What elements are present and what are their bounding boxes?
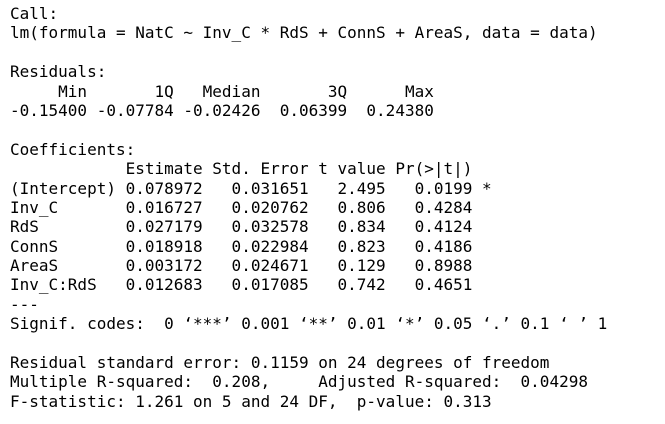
separator-line: --- bbox=[10, 294, 39, 314]
coefficients-header: Coefficients: bbox=[10, 139, 136, 159]
blank-line bbox=[10, 334, 660, 353]
coefficient-row-rds: RdS 0.027179 0.032578 0.834 0.4124 bbox=[10, 217, 492, 237]
coefficient-row-inv-c: Inv_C 0.016727 0.020762 0.806 0.4284 bbox=[10, 197, 492, 217]
coefficient-row-inv-c-rds: Inv_C:RdS 0.012683 0.017085 0.742 0.4651 bbox=[10, 275, 492, 295]
residuals-header: Residuals: bbox=[10, 62, 107, 82]
f-statistic-line: F-statistic: 1.261 on 5 and 24 DF, p-val… bbox=[10, 391, 492, 411]
coefficient-row-intercept: (Intercept) 0.078972 0.031651 2.495 0.01… bbox=[10, 178, 492, 198]
residuals-values: -0.15400 -0.07784 -0.02426 0.06399 0.243… bbox=[10, 100, 444, 120]
call-header: Call: bbox=[10, 4, 59, 23]
coefficient-row-conns: ConnS 0.018918 0.022984 0.823 0.4186 bbox=[10, 236, 492, 256]
r-console-output[interactable]: Call: lm(formula = NatC ~ Inv_C * RdS + … bbox=[10, 4, 660, 420]
signif-codes-legend: Signif. codes: 0 ‘***’ 0.001 ‘**’ 0.01 ‘… bbox=[10, 314, 608, 334]
blank-line bbox=[10, 43, 660, 62]
residual-standard-error: Residual standard error: 0.1159 on 24 de… bbox=[10, 353, 550, 373]
coefficient-row-areas: AreaS 0.003172 0.024671 0.129 0.8988 bbox=[10, 256, 492, 276]
residuals-labels: Min 1Q Median 3Q Max bbox=[10, 81, 444, 101]
r-squared-line: Multiple R-squared: 0.208, Adjusted R-sq… bbox=[10, 372, 598, 392]
coefficients-column-headers: Estimate Std. Error t value Pr(>|t|) bbox=[10, 159, 492, 179]
call-formula: lm(formula = NatC ~ Inv_C * RdS + ConnS … bbox=[10, 23, 598, 43]
blank-line bbox=[10, 120, 660, 139]
